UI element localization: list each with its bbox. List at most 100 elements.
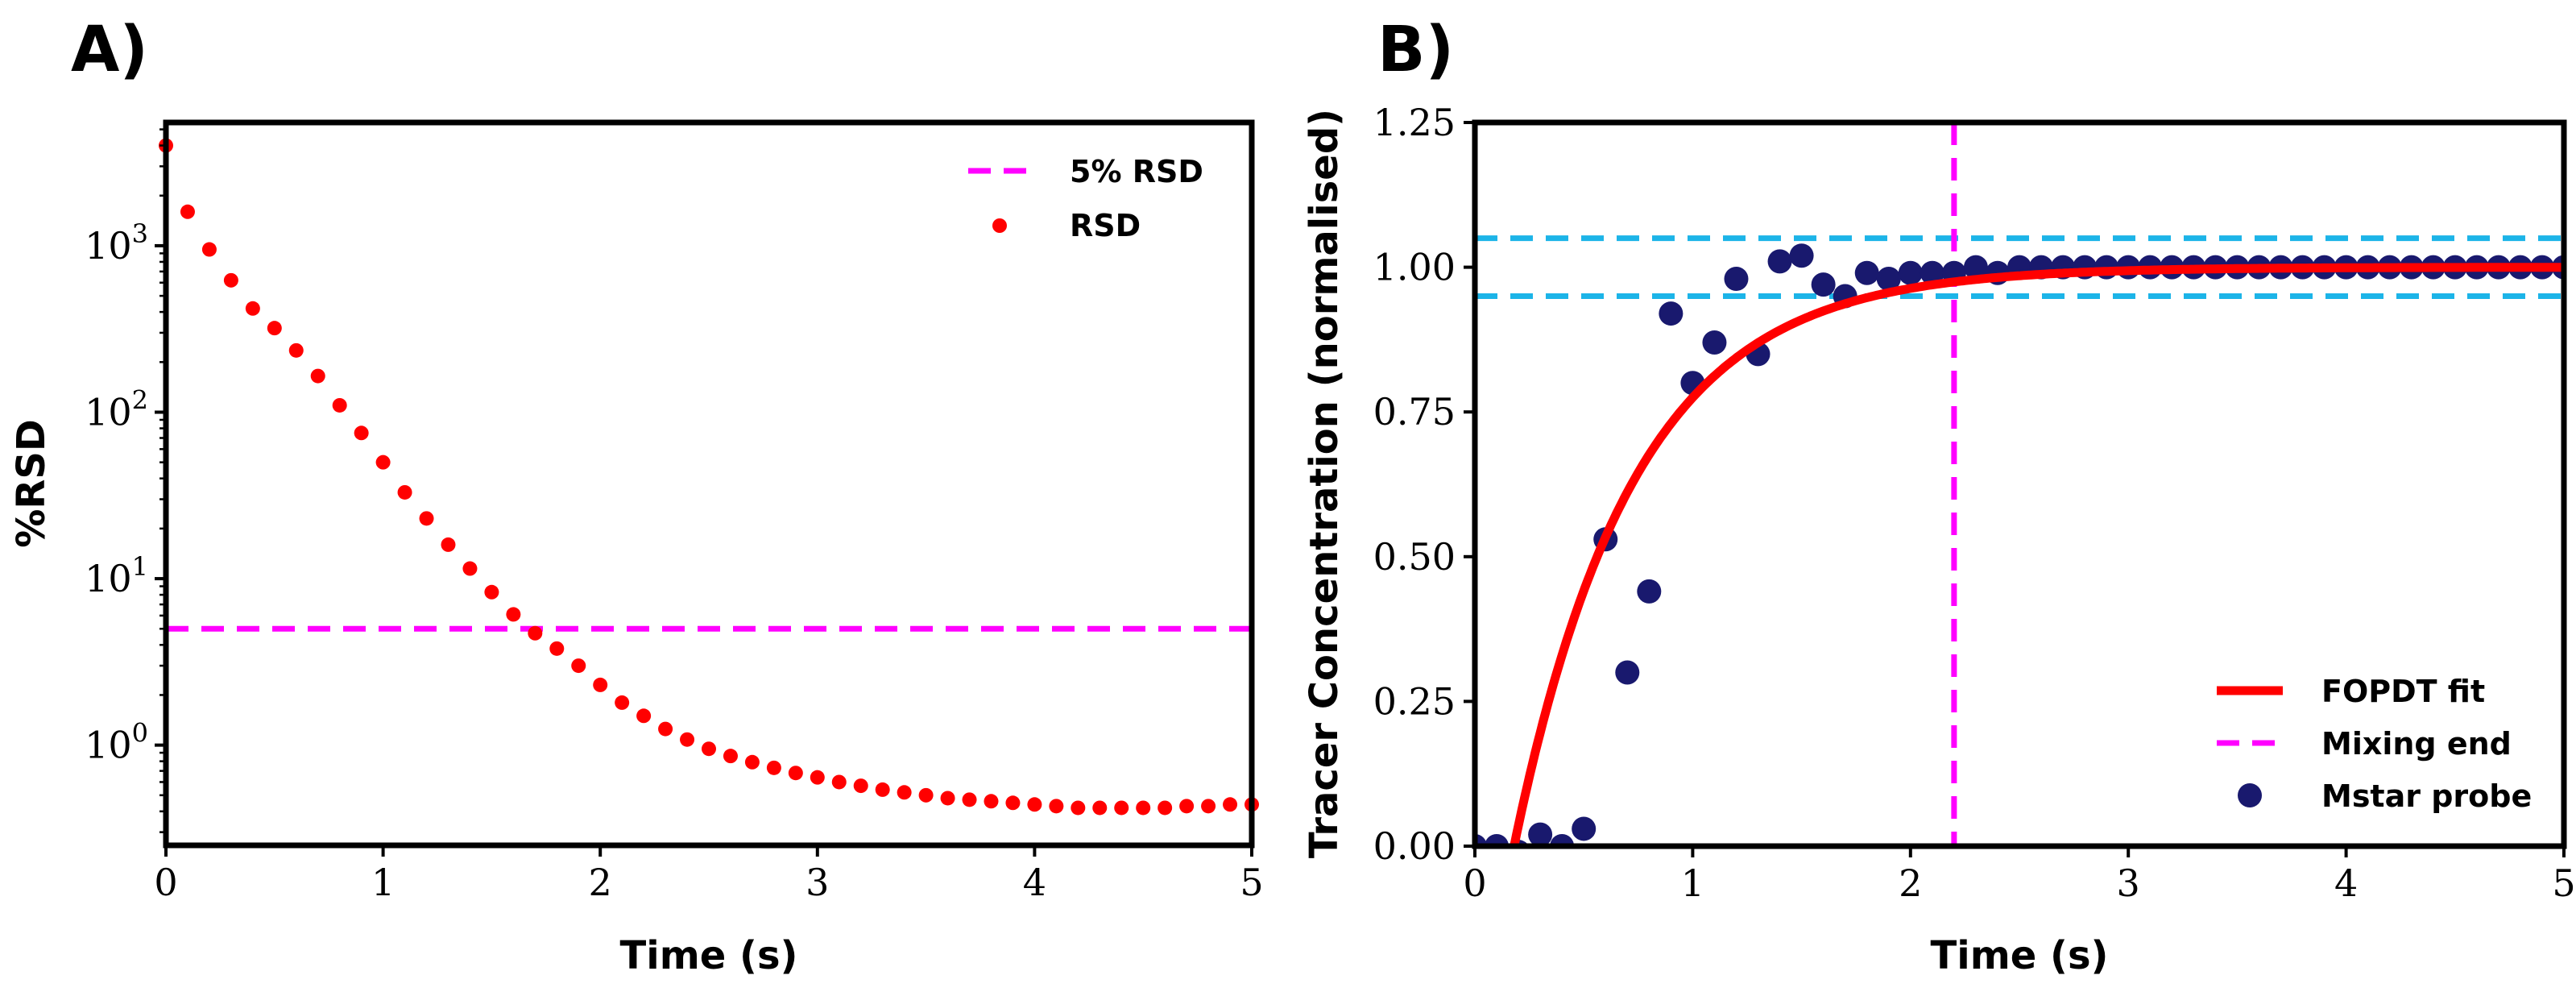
legend-mixing-end-label: Mixing end <box>2321 726 2512 762</box>
rsd-point <box>288 342 304 358</box>
rsd-point <box>1071 800 1086 816</box>
rsd-point <box>1179 799 1195 814</box>
rsd-point <box>571 658 586 674</box>
x-tick-label: 2 <box>1899 861 1922 905</box>
fopdt-fit-line <box>1510 263 2564 846</box>
rsd-point <box>267 321 282 336</box>
rsd-point <box>354 425 369 441</box>
panel-a-label: A) <box>71 14 148 86</box>
rsd-point <box>1223 797 1238 812</box>
y-tick-label: 0.50 <box>1373 535 1456 579</box>
y-tick-label: 1.00 <box>1373 246 1456 289</box>
rsd-point <box>528 625 543 641</box>
y-tick-label: 102 <box>85 385 148 434</box>
mstar-point <box>1811 272 1836 297</box>
legend-mstar-swatch <box>2238 783 2262 807</box>
rsd-point <box>615 695 630 710</box>
mstar-point <box>1702 330 1727 355</box>
x-tick-label: 5 <box>1240 861 1263 904</box>
rsd-point <box>419 511 434 526</box>
rsd-point <box>723 749 738 764</box>
mstar-point <box>1854 260 1879 285</box>
rsd-point <box>1092 800 1108 816</box>
rsd-point <box>658 721 673 737</box>
rsd-point <box>1158 800 1173 816</box>
panel-a-x-ticks: 0 1 2 3 4 5 <box>154 845 1264 904</box>
y-tick-label: 0.25 <box>1373 679 1456 723</box>
legend-fopdt-label: FOPDT fit <box>2321 674 2485 709</box>
rsd-point <box>1136 800 1151 816</box>
rsd-point <box>875 782 890 797</box>
x-tick-label: 0 <box>1463 861 1486 905</box>
x-tick-label: 0 <box>154 861 177 904</box>
panel-a: A) 0 1 2 3 4 5 100 101 102 103 Time (s) %RSD 5% … <box>9 14 1264 978</box>
panel-a-data-points <box>159 138 1259 816</box>
panel-b-fit-curve <box>1510 263 2564 846</box>
mstar-point <box>1920 260 1944 285</box>
legend-rsd-label: RSD <box>1070 208 1141 243</box>
rsd-point <box>397 484 412 500</box>
panel-a-x-label: Time (s) <box>620 933 798 978</box>
rsd-point <box>897 785 912 800</box>
y-tick-label: 0.75 <box>1373 390 1456 434</box>
mstar-point <box>1876 266 1901 291</box>
x-tick-label: 4 <box>1023 861 1046 904</box>
rsd-point <box>441 537 456 552</box>
panel-b-y-ticks: 0.00 0.25 0.50 0.75 1.00 1.25 <box>1373 101 1475 868</box>
rsd-point <box>332 397 347 413</box>
panel-b-x-label: Time (s) <box>1931 933 2109 978</box>
y-tick-label: 101 <box>85 551 148 600</box>
mstar-point <box>1659 301 1684 326</box>
y-tick-label: 103 <box>85 218 148 268</box>
rsd-point <box>310 368 325 384</box>
panel-a-legend: 5% RSD RSD <box>968 154 1203 243</box>
panel-b-reference-lines <box>1475 122 2564 846</box>
mstar-point <box>1637 579 1662 604</box>
x-tick-label: 2 <box>589 861 612 904</box>
panel-b-y-label: Tracer Concentration (normalised) <box>1302 109 1347 858</box>
legend-mstar-label: Mstar probe <box>2321 778 2532 814</box>
panel-a-y-ticks: 100 101 102 103 <box>85 128 166 833</box>
rsd-point <box>1049 799 1064 814</box>
x-tick-label: 4 <box>2334 861 2358 905</box>
y-tick-label: 0.00 <box>1373 824 1456 868</box>
y-tick-label: 1.25 <box>1373 101 1456 144</box>
rsd-point <box>1201 799 1216 814</box>
rsd-point <box>549 641 565 656</box>
rsd-point <box>940 791 955 806</box>
panel-a-frame <box>163 119 1255 849</box>
rsd-point <box>831 774 847 790</box>
panel-b-x-ticks: 0 1 2 3 4 5 <box>1463 846 2576 905</box>
mstar-point <box>1963 255 1988 280</box>
rsd-point <box>201 242 217 257</box>
rsd-point <box>1114 800 1129 816</box>
x-tick-label: 5 <box>2552 861 2575 905</box>
rsd-point <box>853 778 868 794</box>
mstar-point <box>1898 260 1923 285</box>
rsd-point <box>1005 795 1021 811</box>
mstar-point <box>1724 266 1749 291</box>
rsd-point <box>810 770 825 785</box>
panel-b-legend: FOPDT fit Mixing end Mstar probe <box>2183 659 2553 832</box>
rsd-point <box>1027 797 1042 812</box>
panel-a-y-label: %RSD <box>9 419 54 547</box>
x-tick-label: 3 <box>806 861 829 904</box>
rsd-point <box>744 754 760 770</box>
rsd-point <box>223 272 238 288</box>
mstar-point <box>1550 834 1575 846</box>
x-tick-label: 1 <box>371 861 395 904</box>
panel-b: B) 0 1 2 3 4 5 0.00 0.25 0.50 0.75 1.00 1.25 Time … <box>1302 14 2576 978</box>
mstar-point <box>1615 660 1640 685</box>
rsd-point <box>680 732 695 747</box>
x-tick-label: 3 <box>2117 861 2140 905</box>
rsd-point <box>766 760 781 775</box>
rsd-point <box>636 708 652 724</box>
rsd-point <box>180 204 195 219</box>
rsd-point <box>984 794 999 809</box>
mstar-point <box>1475 834 1487 846</box>
mstar-point <box>1572 816 1597 841</box>
rsd-point <box>918 787 934 803</box>
mstar-point <box>1485 834 1510 846</box>
rsd-point <box>702 741 716 757</box>
